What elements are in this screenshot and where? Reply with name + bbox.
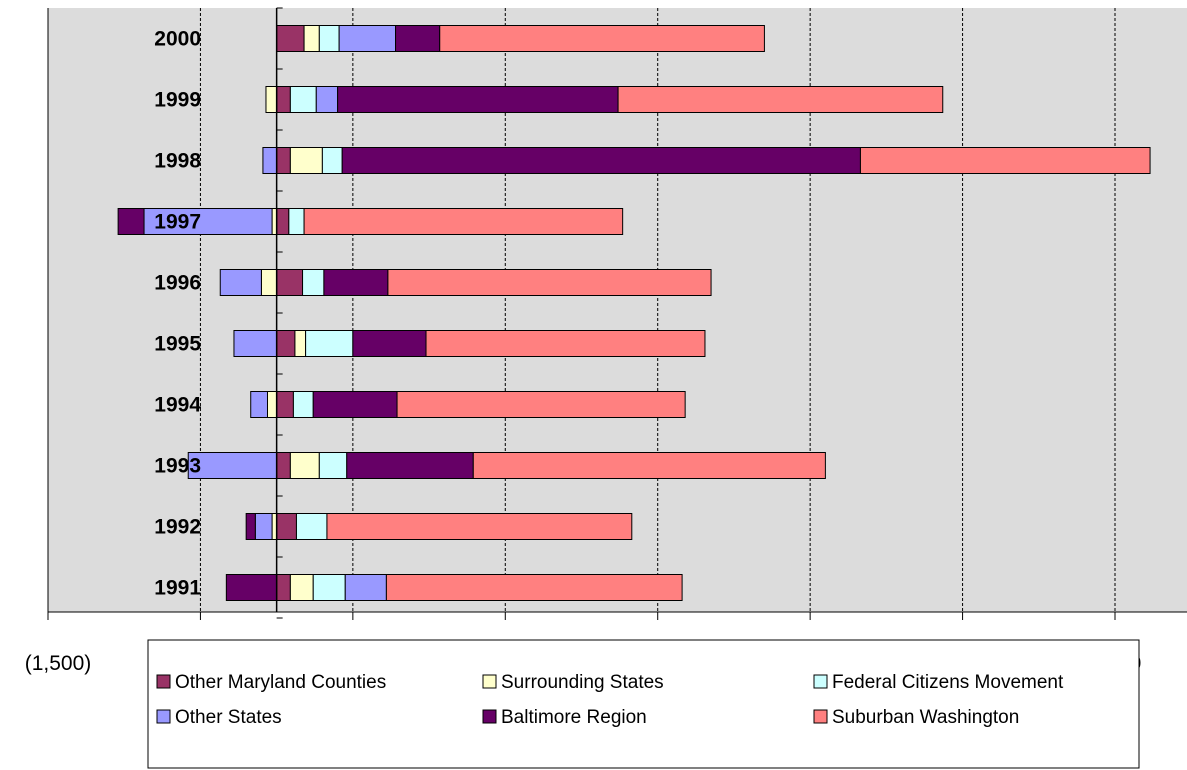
legend-label: Other Maryland Counties (175, 672, 386, 693)
bar-segment (266, 391, 278, 418)
legend-swatch (156, 674, 171, 689)
bar-segment (323, 269, 389, 296)
legend-swatch (482, 674, 497, 689)
axes (47, 7, 1187, 620)
bar-segment (233, 330, 278, 357)
bar-segment (395, 25, 441, 52)
bar-segment (385, 574, 683, 601)
legend-label: Federal Citizens Movement (832, 672, 1064, 693)
bar-segment (276, 147, 291, 174)
bar-segment (289, 452, 320, 479)
category-label: 1996 (154, 272, 201, 295)
bar-segment (143, 208, 273, 235)
bar-segment (303, 208, 624, 235)
bar-segment (187, 452, 278, 479)
bar-segment (305, 330, 354, 357)
bar-segment (260, 269, 278, 296)
bar-segment (276, 574, 291, 601)
bar-segment (117, 208, 145, 235)
bar-segment (302, 269, 325, 296)
bars (117, 25, 1151, 601)
bar-segment (439, 25, 765, 52)
bar-segment (337, 86, 619, 113)
bar-segment (617, 86, 944, 113)
bar-segment (289, 147, 323, 174)
bar-segment (303, 25, 320, 52)
bar-segment (276, 208, 290, 235)
legend-swatch (813, 709, 828, 724)
bar-segment (225, 574, 278, 601)
category-label: 1993 (154, 455, 201, 478)
category-label: 1999 (154, 89, 201, 112)
bar-segment (254, 513, 273, 540)
bar-segment (276, 25, 305, 52)
bar-segment (352, 330, 427, 357)
bar-segment (425, 330, 706, 357)
bar-segment (276, 86, 291, 113)
legend-swatch (813, 674, 828, 689)
legend-label: Surrounding States (501, 672, 664, 693)
x-tick-label: (1,500) (25, 652, 92, 675)
bar-segment (276, 391, 294, 418)
category-label: 1998 (154, 150, 201, 173)
category-label: 1991 (154, 577, 201, 600)
bar-segment (276, 330, 296, 357)
bar-segment (219, 269, 262, 296)
legend-swatch (156, 709, 171, 724)
bar-segment (312, 391, 398, 418)
bar-segment (288, 208, 305, 235)
legend-box (147, 639, 1140, 769)
bar-segment (346, 452, 474, 479)
legend-label: Other States (175, 707, 282, 728)
bar-segment (318, 452, 348, 479)
bar-segment (276, 513, 297, 540)
bar-segment (276, 452, 291, 479)
bar-segment (262, 147, 278, 174)
bar-segment (295, 513, 328, 540)
bar-segment (326, 513, 633, 540)
bar-segment (312, 574, 346, 601)
bar-segment (315, 86, 339, 113)
bar-segment (245, 513, 256, 540)
category-label: 1994 (154, 394, 201, 417)
legend-swatch (482, 709, 497, 724)
bar-segment (341, 147, 861, 174)
bar-segment (387, 269, 712, 296)
bar-segment (318, 25, 340, 52)
category-label: 2000 (154, 28, 201, 51)
bar-segment (338, 25, 397, 52)
bar-segment (321, 147, 343, 174)
legend: Other Maryland Counties Surrounding State… (147, 639, 1140, 769)
bar-segment (289, 86, 317, 113)
bar-segment (344, 574, 387, 601)
bar-segment (265, 86, 278, 113)
bar-segment (472, 452, 826, 479)
category-labels: 2000 1999 1998 1997 1996 1995 1994 1993 1992 1991 (154, 28, 201, 600)
bar-segment (289, 574, 314, 601)
bar-segment (294, 330, 307, 357)
category-label: 1995 (154, 333, 201, 356)
bar-segment (859, 147, 1151, 174)
bar-segment (276, 269, 304, 296)
legend-label: Suburban Washington (832, 707, 1019, 728)
category-label: 1992 (154, 516, 201, 539)
bar-segment (250, 391, 268, 418)
legend-label: Baltimore Region (501, 707, 647, 728)
bar-segment (396, 391, 686, 418)
bar-segment (292, 391, 314, 418)
category-label: 1997 (154, 211, 201, 234)
